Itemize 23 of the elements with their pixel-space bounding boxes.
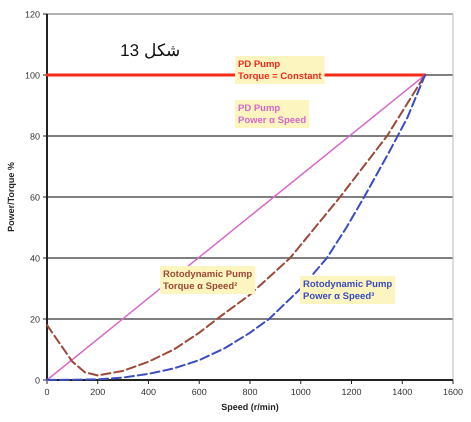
y-tick-label: 0 (34, 376, 40, 386)
y-tick-label: 20 (30, 314, 40, 324)
y-tick-label: 40 (30, 254, 40, 264)
x-axis-title: Speed (r/min) (221, 402, 279, 412)
x-tick-label: 600 (192, 387, 207, 397)
text: PD Pump Power α Speed (238, 103, 306, 126)
y-tick-label: 100 (24, 70, 40, 80)
annotation: شكل 13 (120, 41, 180, 60)
y-tick-label: 120 (24, 10, 40, 20)
x-tick-label: 400 (140, 387, 156, 397)
x-tick-label: 1400 (392, 387, 412, 397)
series-label: Rotodynamic Pump Power α Speed³ (303, 279, 392, 302)
x-tick-label: 800 (242, 387, 258, 397)
x-tick-label: 1000 (290, 387, 311, 397)
series-label: Rotodynamic Pump Torque α Speed² (163, 269, 252, 292)
y-tick-label: 80 (30, 132, 40, 142)
x-tick-label: 1600 (442, 387, 464, 397)
y-tick-label: 60 (30, 192, 40, 202)
x-tick-label: 0 (44, 387, 50, 397)
x-tick-label: 1200 (341, 387, 362, 397)
x-tick-label: 200 (90, 387, 106, 397)
y-axis-title: Power/Torque % (6, 162, 16, 232)
series-label: PD Pump Torque = Constant (238, 59, 322, 82)
